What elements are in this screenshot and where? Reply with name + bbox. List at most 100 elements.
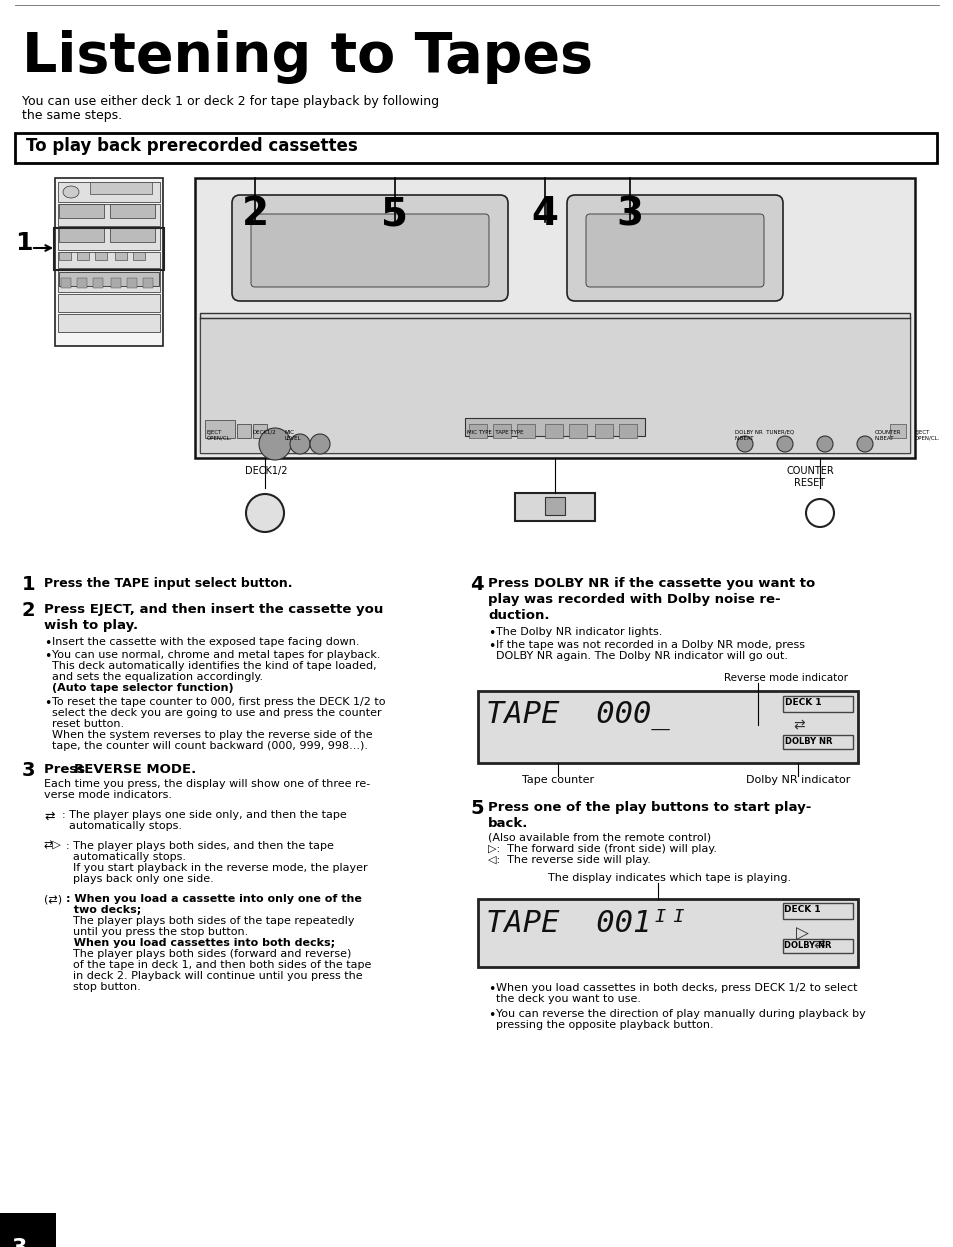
Bar xyxy=(0,1213,56,1247)
Text: (Also available from the remote control): (Also available from the remote control) xyxy=(488,833,710,843)
Text: If the tape was not recorded in a Dolby NR mode, press: If the tape was not recorded in a Dolby … xyxy=(496,640,804,650)
Bar xyxy=(59,205,104,218)
Text: EJECT
OPEN/CL.: EJECT OPEN/CL. xyxy=(207,430,233,440)
FancyBboxPatch shape xyxy=(232,195,507,301)
Text: 2: 2 xyxy=(22,601,35,620)
Text: If you start playback in the reverse mode, the player: If you start playback in the reverse mod… xyxy=(66,863,367,873)
Text: When you load cassettes into both decks;: When you load cassettes into both decks; xyxy=(66,938,335,948)
Text: When the system reverses to play the reverse side of the: When the system reverses to play the rev… xyxy=(52,729,373,739)
Text: ▷: ▷ xyxy=(795,925,808,943)
Text: DECK1/2: DECK1/2 xyxy=(253,430,276,435)
Text: Press one of the play buttons to start play-: Press one of the play buttons to start p… xyxy=(488,801,810,814)
Text: verse mode indicators.: verse mode indicators. xyxy=(44,791,172,801)
FancyBboxPatch shape xyxy=(585,214,763,287)
Bar xyxy=(92,278,103,288)
Bar xyxy=(127,278,137,288)
FancyBboxPatch shape xyxy=(566,195,782,301)
Text: •: • xyxy=(488,983,495,996)
Text: COUNTER
RESET: COUNTER RESET xyxy=(785,466,833,488)
Text: pressing the opposite playback button.: pressing the opposite playback button. xyxy=(496,1020,713,1030)
Text: Tape counter: Tape counter xyxy=(521,774,594,786)
Bar xyxy=(61,278,71,288)
Text: 5: 5 xyxy=(381,195,408,233)
Bar xyxy=(595,424,613,438)
Text: The player plays both sides of the tape repeatedly: The player plays both sides of the tape … xyxy=(66,917,355,927)
Bar xyxy=(59,228,104,242)
Text: Press: Press xyxy=(44,763,90,776)
Text: tape, the counter will count backward (000, 999, 998...).: tape, the counter will count backward (0… xyxy=(52,741,368,751)
Text: reset button.: reset button. xyxy=(52,720,124,729)
Bar xyxy=(469,424,486,438)
Text: 4: 4 xyxy=(531,195,558,233)
Ellipse shape xyxy=(816,436,832,451)
Bar xyxy=(132,252,145,261)
Text: in deck 2. Playback will continue until you press the: in deck 2. Playback will continue until … xyxy=(66,971,362,981)
Bar xyxy=(58,271,160,292)
Text: 4: 4 xyxy=(470,575,483,594)
Bar xyxy=(58,182,160,202)
Text: REVERSE MODE.: REVERSE MODE. xyxy=(74,763,196,776)
Bar xyxy=(464,418,644,436)
Bar xyxy=(59,252,71,261)
Text: : The player plays both sides, and then the tape: : The player plays both sides, and then … xyxy=(66,840,334,850)
Ellipse shape xyxy=(63,186,79,198)
Bar xyxy=(515,493,595,521)
Text: : When you load a cassette into only one of the: : When you load a cassette into only one… xyxy=(66,894,361,904)
Text: Insert the cassette with the exposed tape facing down.: Insert the cassette with the exposed tap… xyxy=(52,637,359,647)
Text: automatically stops.: automatically stops. xyxy=(62,821,182,831)
Bar xyxy=(205,420,234,438)
Text: until you press the stop button.: until you press the stop button. xyxy=(66,927,248,936)
Bar xyxy=(58,205,160,226)
Text: play was recorded with Dolby noise re-: play was recorded with Dolby noise re- xyxy=(488,594,780,606)
Text: : The player plays one side only, and then the tape: : The player plays one side only, and th… xyxy=(62,811,346,821)
Text: •: • xyxy=(44,650,51,663)
Text: duction.: duction. xyxy=(488,609,549,622)
Text: When you load cassettes in both decks, press DECK 1/2 to select: When you load cassettes in both decks, p… xyxy=(496,983,857,993)
Text: •: • xyxy=(488,627,495,640)
Text: DOLBY NR: DOLBY NR xyxy=(784,737,832,746)
Text: 3: 3 xyxy=(616,195,643,233)
Text: plays back only one side.: plays back only one side. xyxy=(66,874,213,884)
Text: TAPE  001ᴵᴵ: TAPE 001ᴵᴵ xyxy=(485,909,687,938)
Text: Each time you press, the display will show one of three re-: Each time you press, the display will sh… xyxy=(44,779,370,789)
Ellipse shape xyxy=(246,494,284,532)
Text: stop button.: stop button. xyxy=(66,981,141,993)
Text: ◁:  The reverse side will play.: ◁: The reverse side will play. xyxy=(488,855,650,865)
Text: automatically stops.: automatically stops. xyxy=(66,852,186,862)
Text: To play back prerecorded cassettes: To play back prerecorded cassettes xyxy=(26,137,357,155)
Text: COUNTER
N.BEAT: COUNTER N.BEAT xyxy=(874,430,901,440)
Bar xyxy=(782,903,852,919)
Text: DECK 1: DECK 1 xyxy=(784,698,821,707)
Text: MIC
LEVEL: MIC LEVEL xyxy=(285,430,301,440)
Text: This deck automatically identifies the kind of tape loaded,: This deck automatically identifies the k… xyxy=(52,661,376,671)
Text: You can use normal, chrome and metal tapes for playback.: You can use normal, chrome and metal tap… xyxy=(52,650,380,660)
Text: the same steps.: the same steps. xyxy=(22,108,122,122)
Bar xyxy=(55,178,163,345)
Text: TAPE  000_: TAPE 000_ xyxy=(485,701,669,731)
Text: You can use either deck 1 or deck 2 for tape playback by following: You can use either deck 1 or deck 2 for … xyxy=(22,95,438,108)
Text: DECK1/2: DECK1/2 xyxy=(245,466,287,476)
Bar xyxy=(493,424,511,438)
Text: 2: 2 xyxy=(241,195,269,233)
Text: Reverse mode indicator: Reverse mode indicator xyxy=(723,673,847,683)
Text: select the deck you are going to use and press the counter: select the deck you are going to use and… xyxy=(52,708,381,718)
Text: 5: 5 xyxy=(470,799,483,818)
Bar xyxy=(618,424,637,438)
Text: Press EJECT, and then insert the cassette you: Press EJECT, and then insert the cassett… xyxy=(44,604,383,616)
Text: The display indicates which tape is playing.: The display indicates which tape is play… xyxy=(547,873,790,883)
Bar xyxy=(568,424,586,438)
Bar xyxy=(544,424,562,438)
Text: ⇄: ⇄ xyxy=(812,936,823,951)
Bar xyxy=(194,178,914,458)
Bar xyxy=(110,228,154,242)
Text: You can reverse the direction of play manually during playback by: You can reverse the direction of play ma… xyxy=(496,1009,864,1019)
Text: ⇄▷: ⇄▷ xyxy=(44,840,62,850)
Text: of the tape in deck 1, and then both sides of the tape: of the tape in deck 1, and then both sid… xyxy=(66,960,371,970)
Text: ⇄: ⇄ xyxy=(44,811,54,823)
Text: (Auto tape selector function): (Auto tape selector function) xyxy=(52,683,233,693)
Bar xyxy=(782,734,852,749)
Text: 3: 3 xyxy=(12,1238,28,1247)
Ellipse shape xyxy=(805,499,833,527)
Bar xyxy=(54,228,164,271)
Text: wish to play.: wish to play. xyxy=(44,619,138,632)
